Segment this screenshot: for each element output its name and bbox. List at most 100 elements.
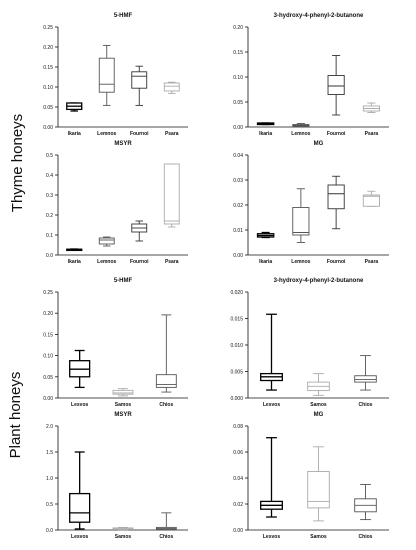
box-lesvos: [69, 451, 91, 530]
y-tick-label: 0.25: [43, 290, 53, 296]
y-tick-label: 0.15: [43, 332, 53, 338]
chart-title: 3-hydroxy-4-phenyl-2-butanone: [274, 278, 364, 284]
y-tick-label: 0.00: [43, 125, 53, 131]
x-tick-label: Ikaria: [259, 131, 272, 137]
box-lemnos: [292, 123, 310, 127]
box-lesvos: [69, 349, 91, 389]
box-psara: [163, 163, 180, 228]
y-tick-label: 0.000: [230, 396, 243, 402]
box-iqr: [155, 374, 177, 388]
x-tick-label: Lesvos: [71, 402, 88, 408]
box-samos: [112, 526, 134, 531]
chart-panel-plant-hpb: 3-hydroxy-4-phenyl-2-butanone 0.000 0.005 0…: [230, 278, 389, 408]
y-tick-label: 2.0: [46, 424, 53, 430]
y-tick-label: 0.02: [233, 203, 243, 209]
y-tick-label: 0.20: [43, 45, 53, 51]
y-tick-label: 0.03: [233, 178, 243, 184]
y-tick-label: 0.015: [230, 317, 243, 323]
box-iqr: [112, 389, 134, 395]
y-tick-label: 0.00: [233, 528, 243, 534]
y-tick-label: 0.06: [233, 450, 243, 456]
box-ikaria: [256, 122, 275, 126]
box-chios: [354, 355, 377, 391]
x-tick-label: Chios: [159, 402, 173, 408]
y-tick-label: 0.2: [46, 213, 53, 219]
x-tick-label: Fournoi: [130, 131, 149, 137]
box-iqr: [98, 57, 115, 93]
x-tick-label: Psara: [165, 131, 179, 137]
y-tick-label: 0.04: [233, 153, 243, 159]
y-tick-label: 0.00: [233, 253, 243, 259]
x-tick-label: Lemnos: [97, 259, 116, 265]
y-tick-label: 0.05: [233, 100, 243, 106]
box-iqr: [69, 492, 91, 523]
box-samos: [307, 446, 330, 522]
box-lesvos: [260, 313, 283, 391]
x-tick-label: Ikaria: [68, 131, 81, 137]
y-tick-label: 0.00: [233, 125, 243, 131]
x-tick-label: Lesvos: [71, 534, 88, 540]
box-fournoi: [327, 175, 345, 230]
x-tick-label: Psara: [365, 131, 379, 137]
y-tick-label: 0.5: [46, 502, 53, 508]
x-tick-label: Fournoi: [327, 259, 346, 265]
box-chios: [155, 314, 177, 393]
chart-title: MSYR: [114, 141, 132, 147]
box-iqr: [327, 75, 345, 95]
y-tick-label: 0.020: [230, 290, 243, 296]
y-tick-label: 0.10: [43, 85, 53, 91]
box-lemnos: [292, 188, 310, 243]
x-tick-label: Chios: [359, 534, 373, 540]
x-tick-label: Lemnos: [97, 131, 116, 137]
x-tick-label: Chios: [359, 402, 373, 408]
y-tick-label: 0.20: [233, 25, 243, 31]
box-ikaria: [256, 231, 275, 239]
box-fournoi: [131, 220, 148, 242]
y-tick-label: 0.02: [233, 502, 243, 508]
box-psara: [362, 190, 380, 207]
y-tick-label: 0.1: [46, 233, 53, 239]
y-tick-label: 0.08: [233, 424, 243, 430]
x-tick-label: Chios: [159, 534, 173, 540]
box-psara: [163, 81, 180, 94]
y-tick-label: 0.3: [46, 193, 53, 199]
y-tick-label: 0.25: [43, 25, 53, 31]
y-tick-label: 1.0: [46, 476, 53, 482]
y-tick-label: 0.05: [43, 375, 53, 381]
chart-panel-thyme-msyr: MSYR 0.0 0.1 0.2 0.3 0.4 0.5 Ikaria Lemnos Fourno…: [46, 141, 188, 265]
box-iqr: [131, 71, 148, 89]
chart-panel-thyme-hpb: 3-hydroxy-4-phenyl-2-butanone 0.00 0.05 0.1…: [233, 13, 389, 137]
box-fournoi: [327, 55, 345, 116]
y-tick-label: 0.01: [233, 228, 243, 234]
chart-panel-thyme-mg: MG 0.00 0.01 0.02 0.03 0.04 Ikaria Lemnos Fourno…: [233, 141, 389, 265]
y-tick-label: 0.20: [43, 311, 53, 317]
y-tick-label: 0.5: [46, 153, 53, 159]
box-ikaria: [66, 102, 83, 112]
x-tick-label: Fournoi: [130, 259, 149, 265]
box-fournoi: [131, 65, 148, 106]
y-tick-label: 0.15: [233, 50, 243, 56]
box-iqr: [163, 82, 180, 92]
y-tick-label: 0.04: [233, 476, 243, 482]
box-iqr: [327, 184, 345, 210]
chart-panel-plant-msyr: MSYR 0.0 0.5 1.0 1.5 2.0 Lesvos Samos Chios: [46, 412, 188, 540]
y-tick-label: 0.005: [230, 370, 243, 376]
chart-title: MG: [314, 412, 324, 418]
x-tick-label: Fournoi: [327, 131, 346, 137]
x-tick-label: Samos: [310, 402, 327, 408]
chart-title: MG: [314, 141, 324, 147]
y-tick-label: 0.0: [46, 253, 53, 259]
chart-title: 5-HMF: [114, 13, 133, 19]
chart-title: 3-hydroxy-4-phenyl-2-butanone: [274, 13, 364, 19]
x-tick-label: Samos: [115, 534, 132, 540]
chart-title: 5-HMF: [114, 278, 133, 284]
x-tick-label: Psara: [365, 259, 379, 265]
y-tick-label: 0.15: [43, 65, 53, 71]
box-samos: [307, 373, 330, 396]
box-ikaria: [66, 248, 83, 252]
box-psara: [362, 102, 380, 113]
box-iqr: [362, 194, 380, 207]
x-tick-label: Lemnos: [291, 259, 310, 265]
box-samos: [112, 388, 134, 397]
